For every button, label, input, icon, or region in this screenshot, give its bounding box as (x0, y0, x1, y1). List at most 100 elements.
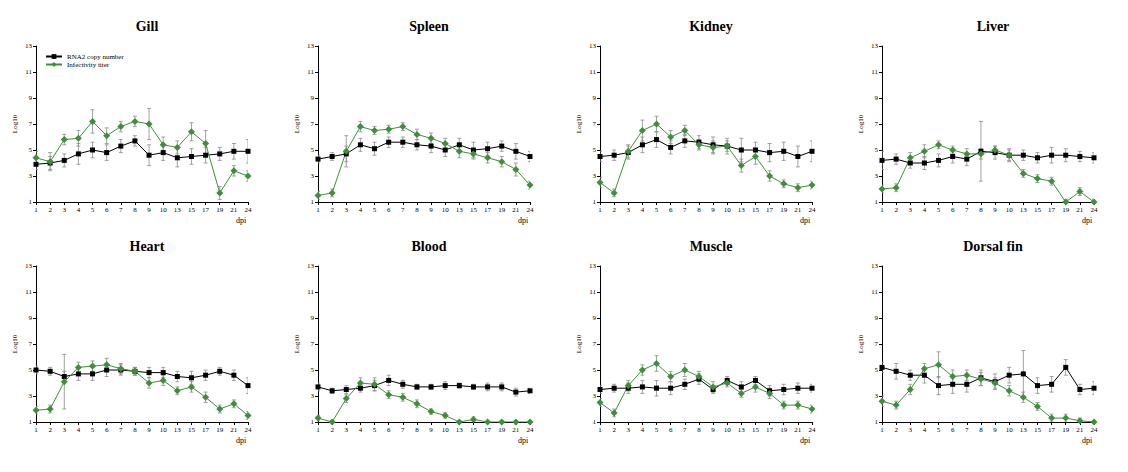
svg-text:11: 11 (25, 288, 32, 296)
svg-text:7: 7 (593, 340, 597, 348)
svg-text:5: 5 (875, 366, 879, 374)
svg-text:17: 17 (202, 426, 210, 434)
svg-text:9: 9 (147, 426, 151, 434)
svg-text:10: 10 (1006, 206, 1014, 214)
svg-text:13: 13 (25, 42, 33, 50)
svg-text:13: 13 (871, 42, 879, 50)
svg-text:3: 3 (29, 392, 33, 400)
svg-text:15: 15 (470, 206, 478, 214)
svg-text:5: 5 (29, 366, 33, 374)
svg-text:17: 17 (484, 206, 492, 214)
svg-text:7: 7 (29, 120, 33, 128)
svg-text:2: 2 (612, 206, 616, 214)
svg-text:2: 2 (894, 206, 898, 214)
svg-text:15: 15 (188, 206, 196, 214)
svg-text:21: 21 (794, 426, 802, 434)
svg-text:19: 19 (780, 426, 788, 434)
svg-text:5: 5 (373, 206, 377, 214)
svg-text:1: 1 (875, 418, 879, 426)
svg-text:dpi: dpi (518, 216, 529, 225)
svg-text:17: 17 (766, 426, 774, 434)
svg-text:21: 21 (794, 206, 802, 214)
svg-text:10: 10 (724, 206, 732, 214)
svg-text:10: 10 (160, 206, 168, 214)
svg-text:10: 10 (442, 426, 450, 434)
svg-text:Blood: Blood (411, 239, 446, 254)
svg-text:4: 4 (641, 426, 645, 434)
svg-text:11: 11 (589, 68, 596, 76)
svg-text:5: 5 (593, 146, 597, 154)
svg-text:9: 9 (711, 206, 715, 214)
svg-text:1: 1 (593, 198, 597, 206)
svg-text:21: 21 (1076, 426, 1084, 434)
svg-text:5: 5 (937, 426, 941, 434)
svg-text:15: 15 (470, 426, 478, 434)
svg-text:1: 1 (316, 426, 320, 434)
svg-text:Infectivity titer: Infectivity titer (67, 61, 110, 69)
svg-text:Kidney: Kidney (689, 19, 733, 34)
svg-text:13: 13 (589, 42, 597, 50)
svg-text:13: 13 (738, 426, 746, 434)
svg-text:1: 1 (316, 206, 320, 214)
svg-text:3: 3 (627, 426, 631, 434)
svg-text:6: 6 (951, 206, 955, 214)
svg-text:3: 3 (875, 172, 879, 180)
svg-text:3: 3 (311, 392, 315, 400)
svg-text:Log10: Log10 (11, 334, 19, 353)
svg-text:7: 7 (683, 426, 687, 434)
svg-text:17: 17 (1048, 426, 1056, 434)
svg-text:1: 1 (34, 206, 38, 214)
svg-text:9: 9 (429, 426, 433, 434)
svg-text:1: 1 (311, 198, 315, 206)
svg-text:4: 4 (641, 206, 645, 214)
svg-text:3: 3 (311, 172, 315, 180)
svg-text:7: 7 (29, 340, 33, 348)
svg-text:24: 24 (245, 426, 253, 434)
svg-text:9: 9 (147, 206, 151, 214)
svg-text:5: 5 (91, 206, 95, 214)
svg-text:13: 13 (456, 206, 464, 214)
svg-text:dpi: dpi (800, 436, 811, 445)
svg-text:13: 13 (456, 426, 464, 434)
svg-text:24: 24 (1091, 426, 1099, 434)
svg-text:6: 6 (951, 426, 955, 434)
svg-text:19: 19 (498, 426, 506, 434)
svg-text:6: 6 (669, 426, 673, 434)
svg-text:11: 11 (589, 288, 596, 296)
svg-text:5: 5 (937, 206, 941, 214)
svg-text:3: 3 (875, 392, 879, 400)
svg-text:21: 21 (512, 206, 520, 214)
svg-text:19: 19 (216, 426, 224, 434)
svg-text:1: 1 (598, 206, 602, 214)
svg-text:5: 5 (655, 426, 659, 434)
svg-text:5: 5 (91, 426, 95, 434)
svg-text:19: 19 (498, 206, 506, 214)
svg-text:9: 9 (875, 94, 879, 102)
svg-text:7: 7 (965, 206, 969, 214)
svg-text:dpi: dpi (1082, 436, 1093, 445)
svg-text:24: 24 (809, 426, 817, 434)
svg-text:6: 6 (105, 206, 109, 214)
svg-text:7: 7 (965, 426, 969, 434)
svg-text:4: 4 (359, 206, 363, 214)
svg-text:1: 1 (880, 426, 884, 434)
svg-text:24: 24 (809, 206, 817, 214)
svg-text:2: 2 (48, 426, 52, 434)
svg-text:15: 15 (752, 426, 760, 434)
svg-text:8: 8 (415, 206, 419, 214)
svg-text:7: 7 (401, 206, 405, 214)
svg-text:13: 13 (738, 206, 746, 214)
svg-text:9: 9 (311, 314, 315, 322)
svg-text:7: 7 (311, 120, 315, 128)
svg-text:1: 1 (34, 426, 38, 434)
svg-text:9: 9 (29, 314, 33, 322)
svg-text:8: 8 (133, 206, 137, 214)
svg-text:21: 21 (512, 426, 520, 434)
svg-text:Muscle: Muscle (690, 239, 733, 254)
svg-text:Log10: Log10 (575, 114, 583, 133)
svg-text:Log10: Log10 (293, 334, 301, 353)
svg-text:10: 10 (442, 206, 450, 214)
svg-text:8: 8 (979, 206, 983, 214)
svg-text:4: 4 (77, 426, 81, 434)
svg-text:7: 7 (683, 206, 687, 214)
